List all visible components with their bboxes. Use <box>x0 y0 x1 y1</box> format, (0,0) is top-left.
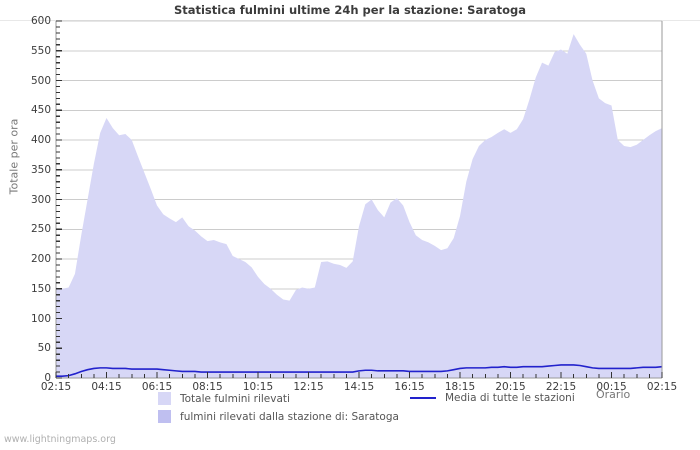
x-tick-label: 10:15 <box>242 381 274 393</box>
x-tick-label: 02:15 <box>646 381 678 393</box>
y-tick-label: 500 <box>30 74 51 87</box>
x-tick-label: 08:15 <box>192 381 223 393</box>
y-tick-label: 400 <box>30 134 51 146</box>
y-tick-label: 100 <box>30 312 51 325</box>
watermark: www.lightningmaps.org <box>4 434 116 445</box>
y-tick-label: 350 <box>30 163 51 176</box>
x-tick-label: 02:15 <box>40 381 72 393</box>
y-tick-label: 200 <box>30 253 51 265</box>
x-tick-label: 12:15 <box>293 381 324 393</box>
x-axis-label: Orario <box>596 388 631 401</box>
x-tick-label: 16:15 <box>394 381 425 393</box>
legend-entry-average: Media di tutte le stazioni <box>410 392 575 404</box>
y-tick-label: 150 <box>30 282 51 295</box>
legend-entry-station: fulmini rilevati dalla stazione di: Sara… <box>158 410 399 423</box>
y-tick-label: 250 <box>30 223 51 236</box>
legend-label-total: Totale fulmini rilevati <box>180 392 290 405</box>
x-tick-label: 14:15 <box>343 381 375 393</box>
y-tick-label: 450 <box>30 104 51 117</box>
y-tick-label: 550 <box>30 44 51 57</box>
x-tick-label: 06:15 <box>141 381 173 393</box>
x-tick-label: 00:15 <box>596 381 627 393</box>
legend-swatch-total <box>158 392 171 405</box>
legend-entry-total: Totale fulmini rilevati <box>158 392 290 405</box>
y-tick-label: 0 <box>44 372 51 384</box>
x-tick-label: 04:15 <box>91 381 122 393</box>
legend-label-station: fulmini rilevati dalla stazione di: Sara… <box>180 410 399 423</box>
legend-swatch-station <box>158 410 171 423</box>
y-tick-label: 600 <box>30 15 51 27</box>
chart-title: Statistica fulmini ultime 24h per la sta… <box>173 3 527 17</box>
y-tick-label: 300 <box>30 193 51 206</box>
y-axis-tick-labels: 0 50 100 150 200 250 300 350 400 450 500 550 600 <box>0 0 51 450</box>
x-tick-label: 20:15 <box>495 381 526 393</box>
y-tick-label: 50 <box>37 342 51 355</box>
chart-legend: Totale fulmini rilevati Media di tutte l… <box>0 392 700 432</box>
legend-swatch-average <box>410 397 436 399</box>
x-tick-label: 22:15 <box>545 381 577 393</box>
x-tick-label: 18:15 <box>444 381 476 393</box>
legend-label-average: Media di tutte le stazioni <box>445 392 575 404</box>
